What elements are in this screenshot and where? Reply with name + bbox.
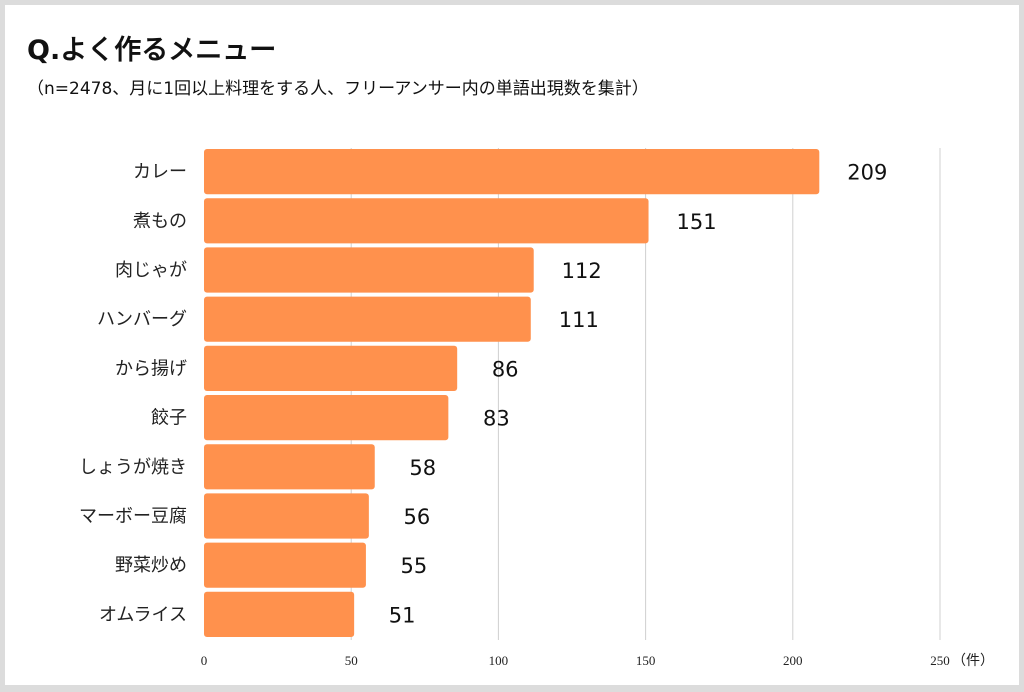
category-label: 肉じゃが [115,260,187,281]
x-tick-label: 200 [783,653,803,668]
bar [204,444,375,490]
category-label: カレー [133,162,187,183]
category-label: ハンバーグ [97,309,187,330]
category-label: しょうが焼き [79,457,187,478]
bar [204,198,649,244]
bar [204,296,531,342]
data-label: 55 [401,554,428,578]
data-label: 112 [562,259,602,283]
data-label: 86 [492,357,519,381]
data-label: 111 [559,308,599,332]
category-label: 餃子 [151,408,187,429]
bar [204,247,534,293]
data-label: 58 [409,456,436,480]
category-label: 煮もの [133,211,187,232]
data-label: 56 [403,505,430,529]
category-label: オムライス [99,604,187,625]
chart-title: Q.よく作るメニュー [27,35,277,66]
x-tick-label: 50 [345,653,358,668]
data-label: 151 [676,210,716,234]
x-tick-label: 100 [489,653,509,668]
chart-card [5,5,1019,685]
x-axis-unit-label: （件） [952,653,994,669]
data-label: 83 [483,407,510,431]
x-tick-label: 250 [930,653,950,668]
chart-subtitle: （n=2478、月に1回以上料理をする人、フリーアンサー内の単語出現数を集計） [27,79,649,99]
bar [204,395,449,441]
bar [204,542,366,588]
category-label: から揚げ [115,358,187,379]
bar [204,591,355,637]
category-label: 野菜炒め [115,555,187,576]
x-tick-label: 150 [636,653,656,668]
category-label: マーボー豆腐 [79,506,187,527]
bar [204,345,458,391]
x-tick-label: 0 [201,653,208,668]
bar [204,493,369,539]
bar [204,149,820,195]
data-label: 51 [389,603,416,627]
data-label: 209 [847,161,887,185]
